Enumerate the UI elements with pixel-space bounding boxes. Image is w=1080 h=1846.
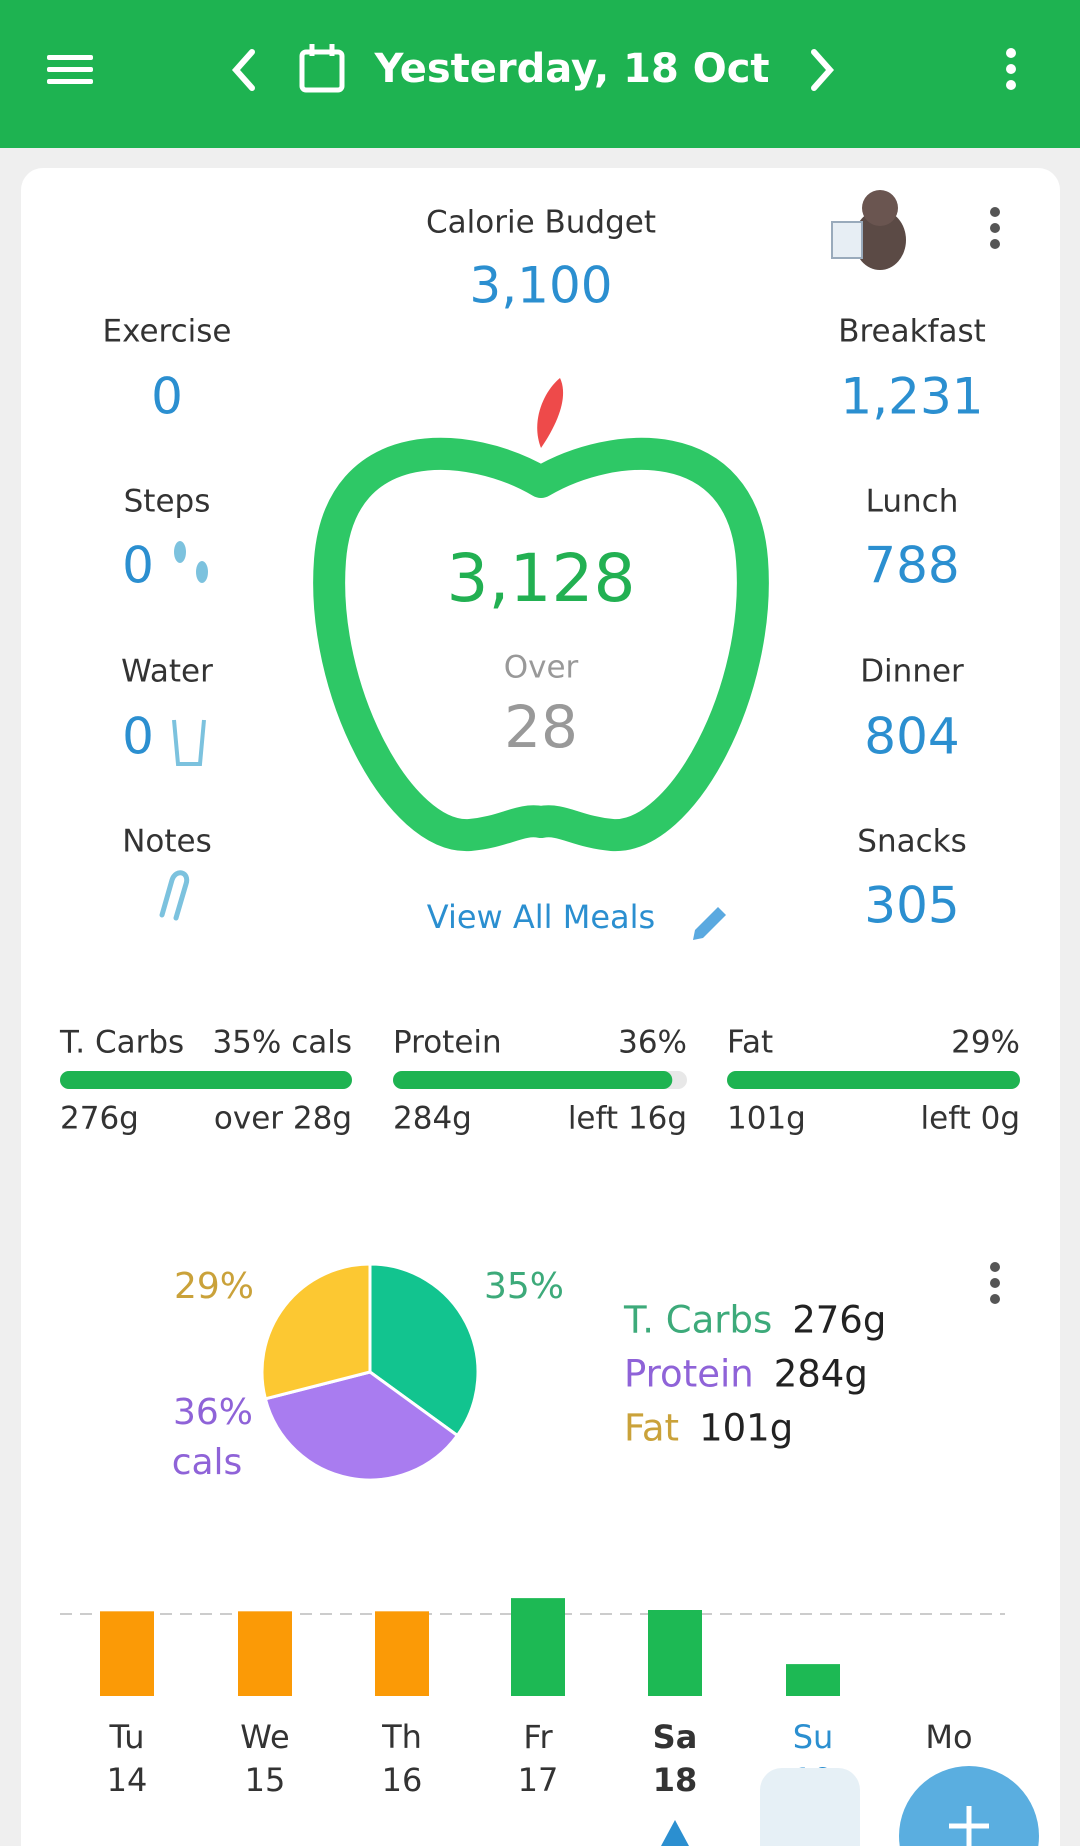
menu-button[interactable] xyxy=(47,55,93,84)
add-icon xyxy=(949,1806,989,1846)
day-name[interactable]: Fr xyxy=(523,1718,553,1756)
meal-label[interactable]: Dinner xyxy=(860,654,964,690)
budget-label: Calorie Budget xyxy=(426,205,656,241)
legend-name: T. Carbs xyxy=(623,1299,772,1342)
chart-menu-dot[interactable] xyxy=(990,1278,1000,1288)
notes-icon[interactable] xyxy=(159,870,190,921)
pie-label: 29% xyxy=(174,1266,254,1307)
macro-percent: 29% xyxy=(951,1025,1020,1061)
stat-value: 0 xyxy=(122,708,154,766)
card-menu[interactable] xyxy=(990,207,1000,249)
macro-remaining: over 28g xyxy=(214,1101,352,1137)
legend-amount: 276g xyxy=(792,1299,886,1342)
stat-label: Exercise xyxy=(103,314,232,350)
day-name[interactable]: We xyxy=(240,1718,289,1756)
day-bar[interactable] xyxy=(786,1664,840,1696)
day-date[interactable]: 17 xyxy=(518,1761,559,1799)
legend-amount: 284g xyxy=(774,1353,868,1396)
date-title[interactable]: Yesterday, 18 Oct xyxy=(373,46,769,92)
pie-slice xyxy=(263,1370,460,1482)
selected-day-marker xyxy=(661,1820,689,1846)
stat-value: 0 xyxy=(122,537,154,595)
macro-name: Fat xyxy=(727,1025,773,1061)
macro-progress xyxy=(393,1071,673,1089)
next-day[interactable] xyxy=(811,49,835,91)
macro-name: Protein xyxy=(393,1025,502,1061)
steps-icon xyxy=(174,541,208,583)
day-name[interactable]: Tu xyxy=(109,1718,145,1756)
apple-ring xyxy=(313,438,769,852)
meal-value[interactable]: 788 xyxy=(864,537,959,595)
legend-amount: 101g xyxy=(699,1407,793,1450)
chart-menu-dot[interactable] xyxy=(990,1294,1000,1304)
macro-amount: 284g xyxy=(393,1101,472,1137)
day-bar[interactable] xyxy=(100,1611,154,1696)
day-name[interactable]: Th xyxy=(381,1718,422,1756)
day-bar[interactable] xyxy=(648,1610,702,1696)
pie-slice xyxy=(368,1262,480,1438)
meal-value[interactable]: 1,231 xyxy=(840,368,983,426)
overflow-menu[interactable] xyxy=(1006,48,1016,90)
total-calories: 3,128 xyxy=(447,540,636,617)
status-label: Over xyxy=(504,650,579,686)
macro-progress xyxy=(727,1071,1020,1089)
meal-value[interactable]: 305 xyxy=(864,877,959,935)
macro-percent: 35% cals xyxy=(212,1025,352,1061)
stat-label: Notes xyxy=(122,824,212,860)
view-all-meals[interactable]: View All Meals xyxy=(427,898,655,936)
calendar-icon[interactable] xyxy=(299,44,345,93)
meal-label[interactable]: Snacks xyxy=(857,824,966,860)
meal-value[interactable]: 804 xyxy=(864,708,959,766)
stat-label: Water xyxy=(121,654,213,690)
day-date[interactable]: 16 xyxy=(382,1761,423,1799)
macro-remaining: left 0g xyxy=(921,1101,1020,1137)
stat-value: 0 xyxy=(151,368,183,426)
scan-button[interactable] xyxy=(760,1768,860,1846)
pie-label: 35% xyxy=(484,1266,564,1307)
legend-name: Protein xyxy=(624,1353,754,1396)
day-bar[interactable] xyxy=(511,1598,565,1696)
prev-day[interactable] xyxy=(231,49,255,91)
meal-label[interactable]: Lunch xyxy=(866,484,959,520)
water-icon xyxy=(172,719,206,766)
edit-icon[interactable] xyxy=(693,907,726,940)
apple-leaf xyxy=(537,378,564,448)
day-date[interactable]: 18 xyxy=(653,1761,698,1799)
day-name[interactable]: Sa xyxy=(653,1718,698,1756)
app-bar xyxy=(0,0,1080,148)
macro-amount: 276g xyxy=(60,1101,139,1137)
day-bar[interactable] xyxy=(238,1611,292,1696)
day-name[interactable]: Su xyxy=(793,1718,834,1756)
day-date[interactable]: 14 xyxy=(107,1761,148,1799)
day-bar[interactable] xyxy=(375,1611,429,1696)
legend-name: Fat xyxy=(624,1407,679,1450)
stat-label: Steps xyxy=(124,484,211,520)
macro-percent: 36% xyxy=(618,1025,687,1061)
macro-amount: 101g xyxy=(727,1101,806,1137)
macro-progress xyxy=(60,1071,352,1089)
pie-slice xyxy=(260,1262,372,1401)
day-name[interactable]: Mo xyxy=(925,1718,972,1756)
pie-label: 36% xyxy=(173,1392,253,1433)
difference: 28 xyxy=(504,693,578,761)
chart-menu-dot[interactable] xyxy=(990,1262,1000,1272)
mascot xyxy=(831,190,906,270)
macro-remaining: left 16g xyxy=(568,1101,687,1137)
pie-label-extra: cals xyxy=(172,1442,243,1483)
macro-name: T. Carbs xyxy=(59,1025,184,1061)
meal-label[interactable]: Breakfast xyxy=(838,314,986,350)
budget-value: 3,100 xyxy=(469,257,612,315)
day-date[interactable]: 15 xyxy=(245,1761,286,1799)
